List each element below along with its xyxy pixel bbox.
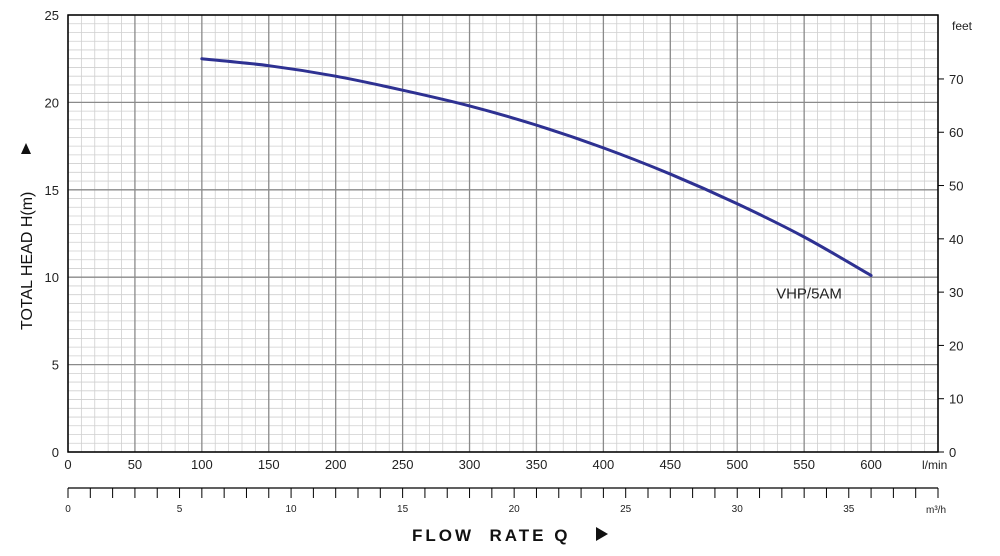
x-tick-label: 450 bbox=[659, 457, 681, 472]
y-axis-right: 0 10 20 30 40 50 60 70 bbox=[938, 72, 963, 460]
plot-frame bbox=[67, 14, 939, 453]
y-axis-right-unit: feet bbox=[952, 19, 973, 33]
x-axis-title: FLOW RATE Q bbox=[412, 526, 570, 545]
y-axis-title-arrow-icon bbox=[21, 143, 31, 154]
series-line bbox=[200, 57, 873, 277]
y-axis-title: TOTAL HEAD H(m) bbox=[19, 192, 36, 330]
y2-tick-label: 20 bbox=[949, 338, 963, 353]
x-axis-title-arrow-icon bbox=[596, 527, 608, 541]
x-tick-label: 50 bbox=[128, 457, 142, 472]
y-axis-left: 0 5 10 15 20 25 bbox=[45, 8, 59, 460]
x2-tick-label: 35 bbox=[843, 504, 855, 515]
y2-tick-label: 60 bbox=[949, 125, 963, 140]
x-axis-secondary-unit: m³/h bbox=[926, 505, 946, 516]
series-label: VHP/5AM bbox=[776, 285, 842, 302]
y2-tick-label: 30 bbox=[949, 285, 963, 300]
x-axis-primary-unit: l/min bbox=[922, 458, 947, 472]
x2-tick-label: 25 bbox=[620, 504, 632, 515]
y2-tick-label: 70 bbox=[949, 72, 963, 87]
x-tick-label: 100 bbox=[191, 457, 213, 472]
x-tick-label: 150 bbox=[258, 457, 280, 472]
x-tick-label: 350 bbox=[526, 457, 548, 472]
x2-tick-label: 10 bbox=[286, 504, 298, 515]
x-tick-label: 400 bbox=[593, 457, 615, 472]
series-layer: VHP/5AM bbox=[200, 57, 873, 302]
y-tick-label: 20 bbox=[45, 95, 59, 110]
x-tick-label: 200 bbox=[325, 457, 347, 472]
grid-minor bbox=[68, 15, 938, 452]
x-tick-label: 500 bbox=[726, 457, 748, 472]
x2-tick-label: 30 bbox=[732, 504, 744, 515]
y-tick-label: 25 bbox=[45, 8, 59, 23]
x2-tick-label: 20 bbox=[509, 504, 521, 515]
x-tick-label: 250 bbox=[392, 457, 414, 472]
y-tick-label: 5 bbox=[52, 358, 59, 373]
x-tick-label: 0 bbox=[64, 457, 71, 472]
y2-tick-label: 0 bbox=[949, 445, 956, 460]
y-tick-label: 15 bbox=[45, 183, 59, 198]
y-tick-label: 0 bbox=[52, 445, 59, 460]
x-axis-secondary: 0 5 10 15 20 25 30 35 bbox=[65, 487, 939, 515]
x-tick-label: 550 bbox=[793, 457, 815, 472]
x2-tick-label: 0 bbox=[65, 504, 71, 515]
y-tick-label: 10 bbox=[45, 270, 59, 285]
y2-tick-label: 10 bbox=[949, 392, 963, 407]
x-axis-primary: 0 50 100 150 200 250 300 350 400 450 500 550 600 bbox=[64, 457, 882, 472]
x2-tick-label: 5 bbox=[177, 504, 183, 515]
x-tick-label: 300 bbox=[459, 457, 481, 472]
y2-tick-label: 50 bbox=[949, 179, 963, 194]
y2-tick-label: 40 bbox=[949, 232, 963, 247]
x-tick-label: 600 bbox=[860, 457, 882, 472]
x2-tick-label: 15 bbox=[397, 504, 409, 515]
